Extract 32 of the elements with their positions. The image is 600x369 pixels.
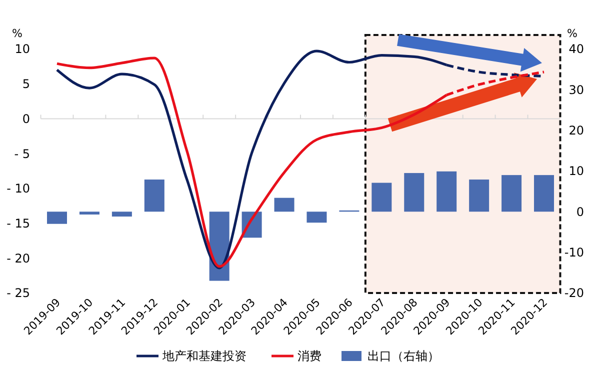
y2-tick-label: -10: [564, 246, 584, 260]
y2-axis-title: %: [567, 27, 578, 40]
bar: [144, 180, 164, 212]
y-tick-label: 5: [22, 77, 30, 92]
bar: [79, 212, 100, 215]
legend-label: 出口（右轴）: [368, 349, 440, 364]
y2-tick-label: 30: [568, 82, 584, 97]
bar: [306, 212, 327, 223]
bar: [469, 180, 490, 212]
y-tick-label: - 15: [6, 216, 30, 230]
y2-tick-label: -20: [564, 286, 584, 300]
bar: [274, 198, 294, 212]
bar: [534, 175, 554, 212]
y2-tick-label: 10: [568, 164, 584, 178]
y-tick-label: 0: [22, 112, 30, 126]
y-tick-label: - 20: [6, 251, 30, 266]
bar: [404, 173, 424, 212]
y2-tick-label: 0: [576, 204, 584, 219]
bar: [436, 171, 457, 212]
legend-label: 消费: [298, 349, 322, 364]
y2-tick-label: 20: [568, 124, 584, 138]
bar: [502, 175, 522, 212]
bar: [112, 212, 132, 217]
legend-label: 地产和基建投资: [162, 349, 246, 364]
y-tick-label: - 10: [6, 182, 30, 196]
y-tick-label: 10: [14, 42, 30, 56]
bar: [47, 212, 67, 224]
y-tick-label: - 25: [6, 286, 30, 300]
y-tick-label: - 5: [14, 146, 30, 161]
y-axis-title: %: [12, 27, 22, 40]
y2-tick-label: 40: [568, 42, 584, 56]
bar: [372, 182, 392, 212]
